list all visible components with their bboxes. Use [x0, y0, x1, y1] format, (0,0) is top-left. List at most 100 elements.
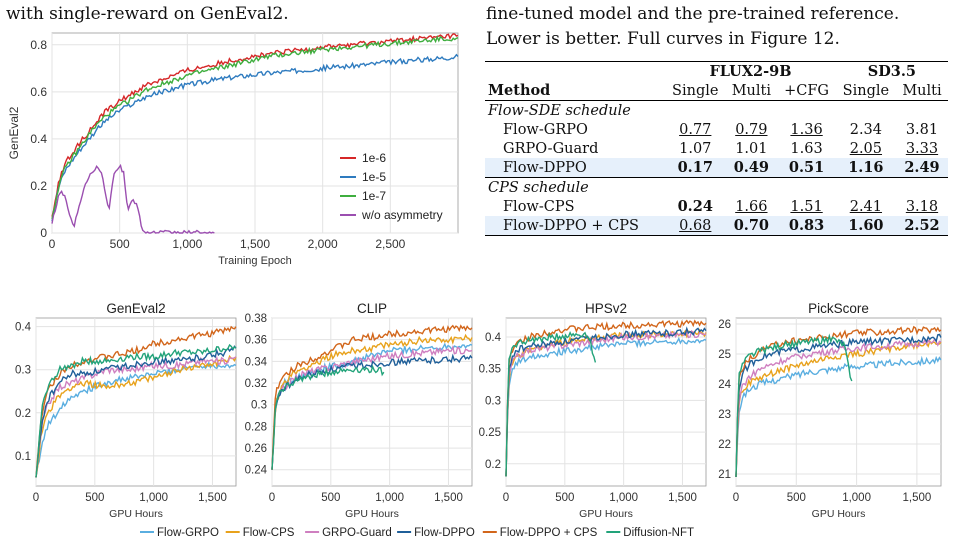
- series-line-1e-7: [51, 35, 459, 220]
- blank-header: [485, 62, 665, 82]
- value-cell: 1.16: [835, 158, 896, 178]
- shared-legend: Flow-GRPO Flow-CPS GRPO-Guard Flow-DPPO Flow…: [140, 527, 694, 539]
- y-tick-label: 0.24: [245, 465, 268, 477]
- x-tick-label: 1,500: [434, 492, 463, 504]
- right-caption-line2: Lower is better. Full curves in Figure 1…: [486, 29, 840, 49]
- plot-area: [271, 317, 473, 487]
- y-tick-label: 0.3: [251, 400, 267, 412]
- y-tick-label: 23: [718, 409, 731, 421]
- value-cell: 0.17: [665, 158, 726, 178]
- value-cell: 2.05: [849, 140, 883, 157]
- col-header: Single: [842, 82, 890, 99]
- y-tick-label: 0.4: [15, 322, 32, 334]
- y-tick-label: 0.3: [15, 365, 31, 377]
- series-line-flow-dppo-cps: [505, 319, 707, 477]
- x-tick-label: 500: [555, 492, 574, 504]
- value-cell: 0.79: [735, 121, 768, 138]
- x-tick-label: 1,000: [842, 492, 871, 504]
- chart-title: GenEval2: [106, 301, 165, 316]
- x-tick-label: 0: [49, 237, 56, 251]
- x-tick-label: 0: [503, 492, 509, 504]
- value-cell: 2.34: [849, 121, 883, 138]
- x-tick-label: 2,500: [375, 237, 405, 251]
- method-cell: Flow-DPPO: [485, 158, 666, 178]
- y-tick-label: 0.25: [479, 427, 501, 439]
- section-title: Flow-SDE schedule: [488, 102, 631, 119]
- right-caption-line1: fine-tuned model and the pre-trained ref…: [486, 4, 900, 24]
- col-header: Single: [672, 82, 719, 99]
- x-axis-label: GPU Hours: [812, 508, 866, 520]
- y-tick-label: 0.32: [245, 378, 267, 390]
- y-axis-label: GenEval2: [7, 106, 21, 159]
- x-tick-label: 500: [110, 237, 130, 251]
- series-line-flow-dppo-cps: [271, 324, 473, 470]
- y-tick-label: 0.1: [15, 451, 31, 463]
- legend-label: 1e-5: [362, 170, 386, 184]
- y-tick-label: 26: [718, 319, 731, 331]
- value-cell: 2.52: [895, 216, 948, 236]
- series-line-grpo-guard: [271, 344, 473, 470]
- col-method: Method: [488, 82, 551, 99]
- value-cell: 0.51: [777, 158, 836, 178]
- series-line-w-o-asymmetry: [51, 163, 215, 234]
- table-row: Flow-DPPO 0.17 0.49 0.51 1.16 2.49: [485, 158, 948, 178]
- value-cell: 1.63: [790, 140, 823, 157]
- x-tick-label: 0: [733, 492, 739, 504]
- x-axis-label: Training Epoch: [218, 255, 292, 267]
- series-line-flow-cps: [35, 354, 237, 478]
- clip-gpu-chart: 0.24 0.26 0.28 0.3 0.32 0.34 0.36 0.38 0 500 1,000…: [245, 301, 473, 520]
- value-cell: 0.83: [777, 216, 836, 236]
- value-cell: 1.66: [735, 198, 768, 215]
- y-tick-label: 0.6: [30, 85, 47, 99]
- table-row: GRPO-Guard 1.07 1.01 1.63 2.05 3.33: [485, 139, 948, 158]
- x-axis-label: GPU Hours: [579, 508, 633, 520]
- series-line-diffusion-nft: [735, 333, 853, 478]
- x-axis-label: GPU Hours: [109, 508, 163, 520]
- value-cell: 0.70: [725, 216, 778, 236]
- value-cell: 3.81: [905, 121, 939, 138]
- legend-label: Flow-GRPO: [157, 527, 219, 539]
- y-tick-label: 0.4: [30, 132, 47, 146]
- series-line-flow-grpo: [735, 355, 942, 478]
- method-cell: GRPO-Guard: [503, 140, 599, 157]
- table-row: Flow-DPPO + CPS 0.68 0.70 0.83 1.60 2.52: [485, 216, 948, 236]
- legend-label: Flow-DPPO + CPS: [500, 527, 598, 539]
- results-table: FLUX2-9B SD3.5 Method Single Multi +CFG …: [485, 61, 948, 236]
- section-title: CPS schedule: [488, 179, 589, 196]
- value-cell: 1.60: [835, 216, 896, 236]
- value-cell: 0.49: [725, 158, 778, 178]
- y-tick-label: 22: [718, 439, 731, 451]
- x-tick-label: 1,500: [902, 492, 931, 504]
- x-tick-label: 500: [85, 492, 104, 504]
- value-cell: 0.24: [677, 198, 713, 215]
- legend-label: w/o asymmetry: [361, 208, 443, 222]
- series-line-flow-cps: [735, 339, 942, 478]
- series-line-flow-dppo: [735, 333, 942, 478]
- geneval2-gpu-chart: 0.1 0.2 0.3 0.4 0 500 1,000 1,500 GenEval2 GPU Ho…: [15, 301, 237, 520]
- series-line-diffusion-nft: [505, 331, 597, 477]
- value-cell: 1.51: [790, 198, 823, 215]
- x-tick-label: 1,000: [375, 492, 404, 504]
- value-cell: 1.01: [735, 140, 768, 157]
- y-tick-label: 0.4: [485, 332, 502, 344]
- col-header: Multi: [731, 82, 771, 99]
- legend-label: Flow-CPS: [243, 527, 295, 539]
- x-tick-label: 1,000: [172, 237, 202, 251]
- series-line-1e-5: [51, 53, 459, 222]
- y-tick-label: 0.34: [245, 356, 268, 368]
- legend-label: 1e-7: [362, 189, 386, 203]
- geneval2-epoch-chart: 0 0.2 0.4 0.6 0.8 0 500 1,000 1,500 2,000 2,500 Tra…: [7, 32, 459, 267]
- x-axis-label: GPU Hours: [345, 508, 399, 520]
- legend-label: GRPO-Guard: [322, 527, 392, 539]
- y-tick-label: 0.8: [30, 38, 47, 52]
- hpsv2-gpu-chart: 0.2 0.25 0.3 0.35 0.4 0 500 1,000 1,500 HPSv2 GPU …: [479, 301, 707, 520]
- value-cell: 2.41: [849, 198, 883, 215]
- y-tick-label: 0.2: [15, 408, 31, 420]
- legend-label: Diffusion-NFT: [623, 527, 694, 539]
- series-line-1e-6: [51, 33, 459, 217]
- table-row: Flow-GRPO 0.77 0.79 1.36 2.34 3.81: [485, 120, 948, 139]
- x-tick-label: 0: [269, 492, 275, 504]
- y-tick-label: 0.36: [245, 335, 267, 347]
- col-header: Multi: [902, 82, 942, 99]
- left-caption: with single-reward on GenEval2.: [6, 4, 289, 24]
